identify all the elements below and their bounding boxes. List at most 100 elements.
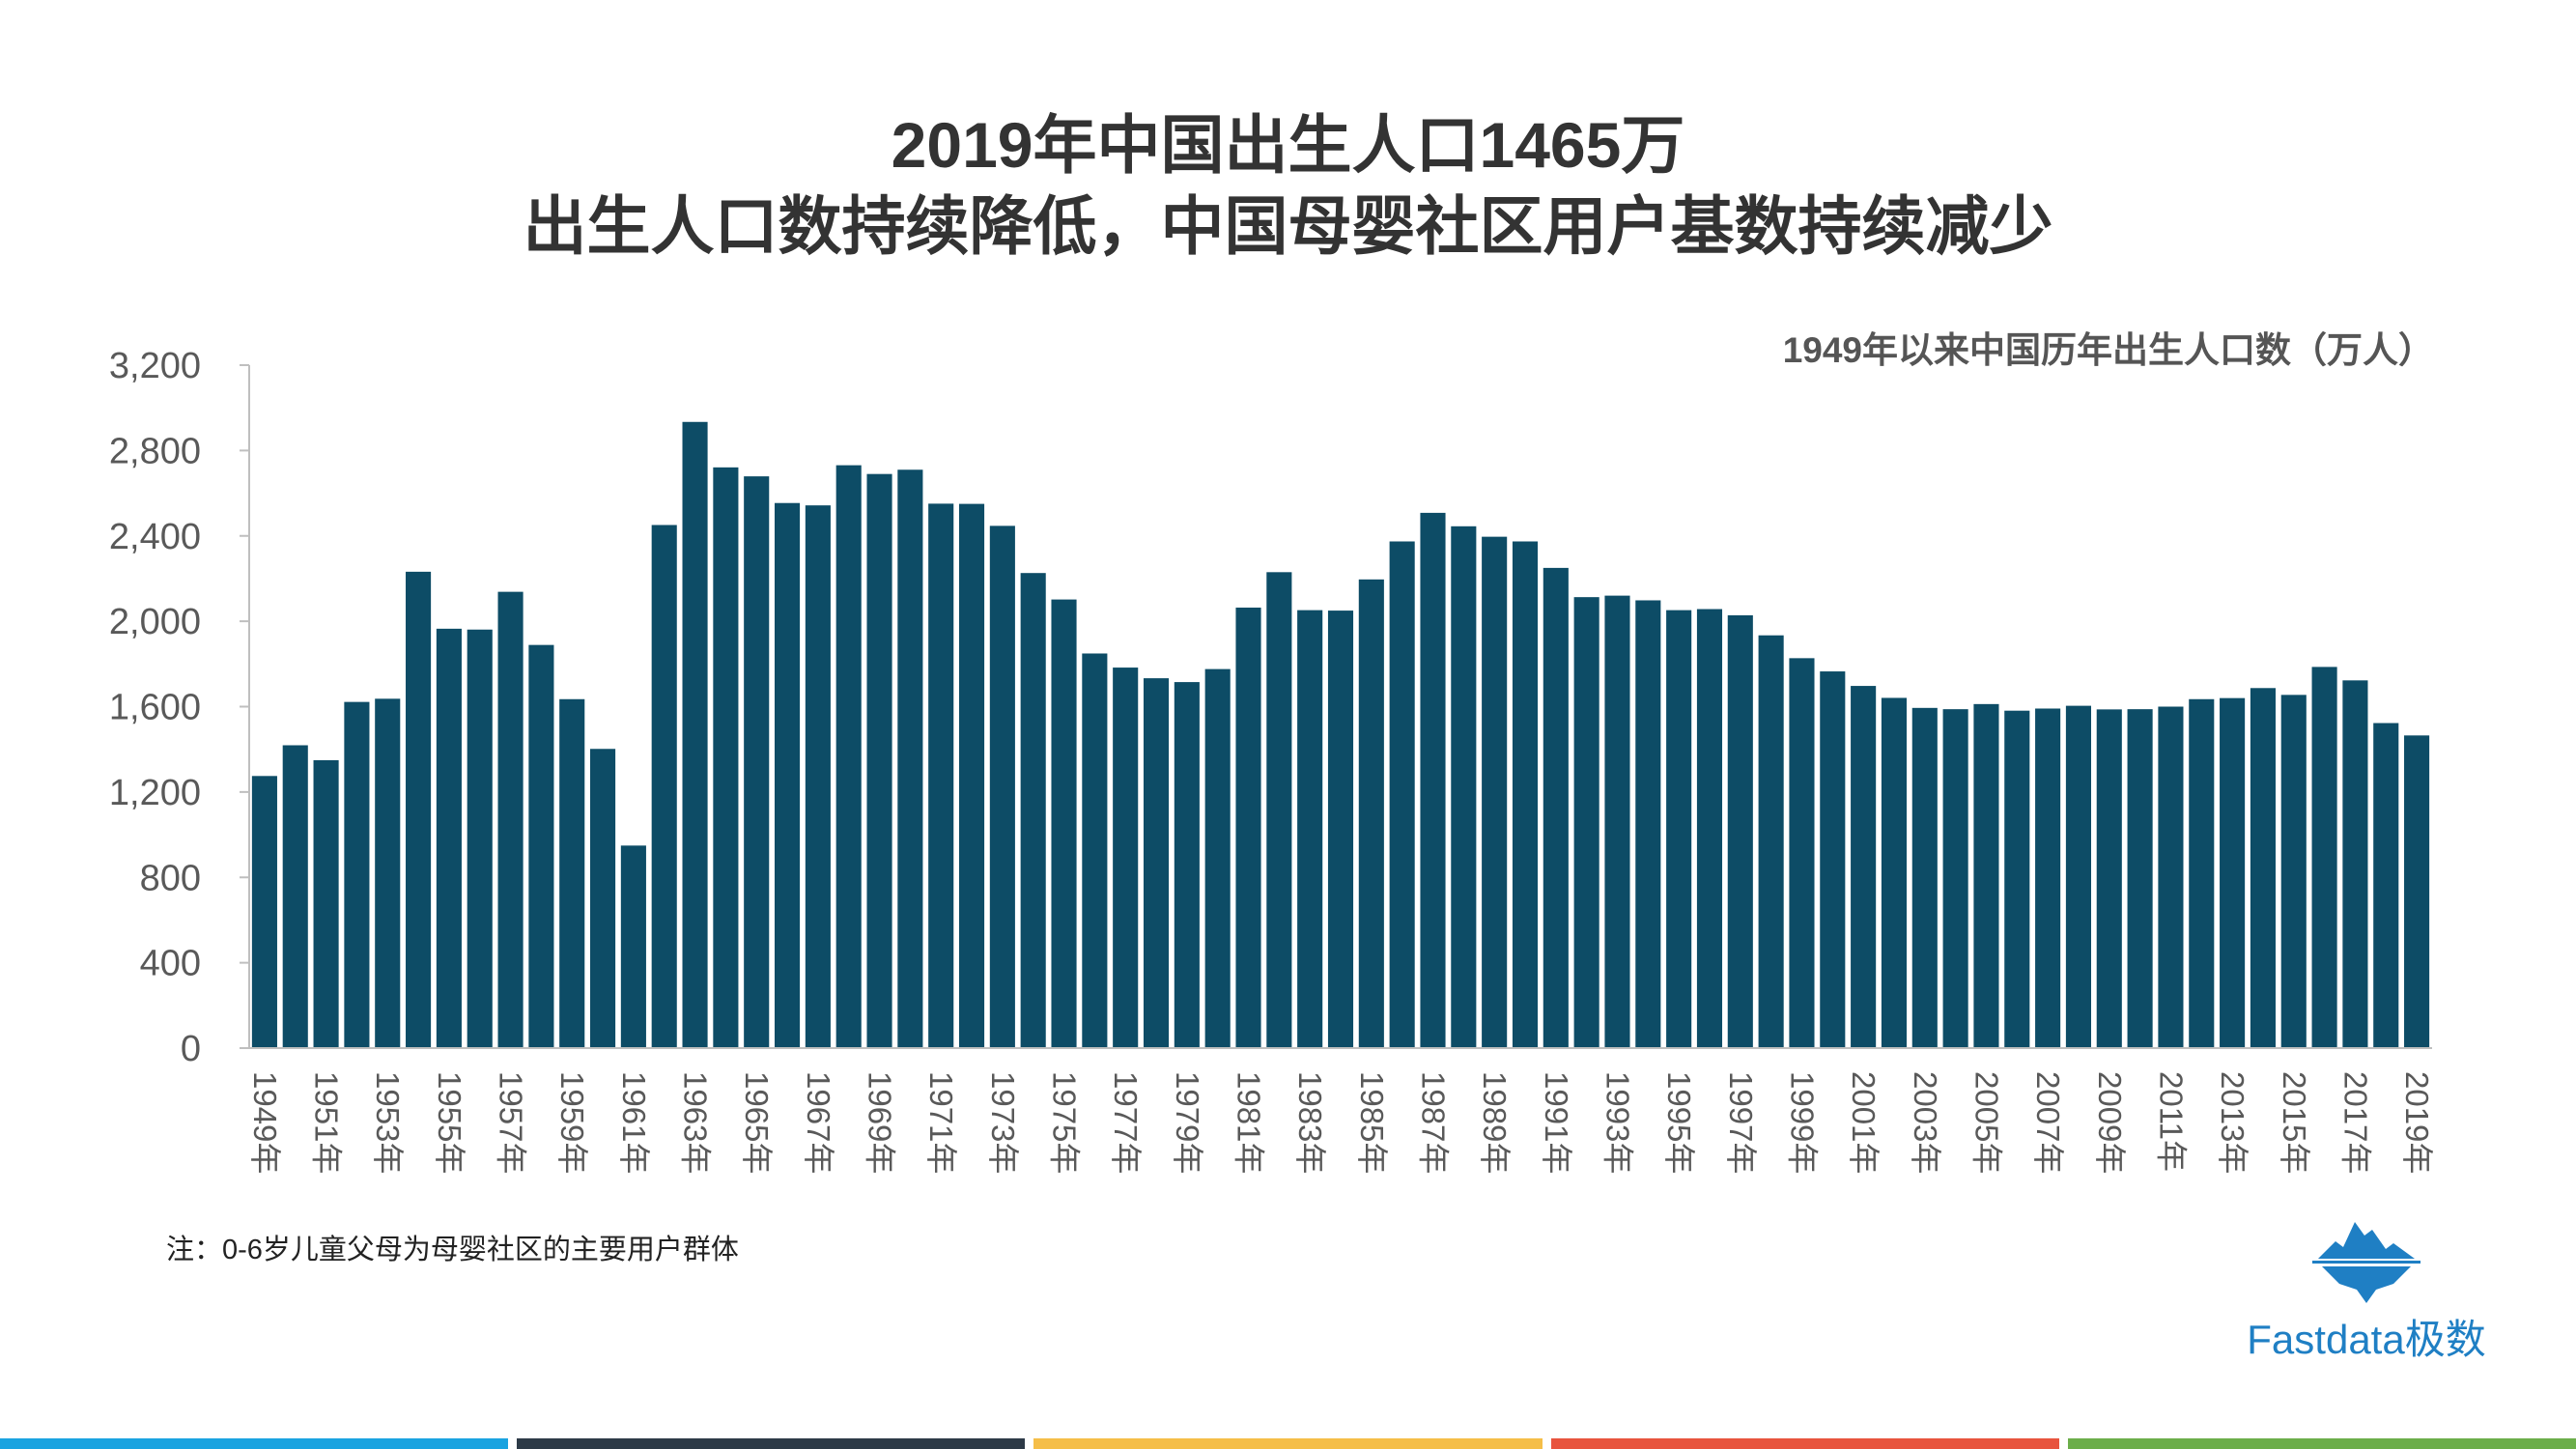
bar xyxy=(1911,707,1938,1048)
y-tick-label: 2,400 xyxy=(109,517,201,557)
bar xyxy=(1666,610,1692,1048)
bar xyxy=(436,628,462,1048)
bar xyxy=(866,473,892,1049)
bar xyxy=(2220,697,2246,1048)
x-tick-label: 1997年 xyxy=(1723,1071,1759,1174)
x-tick-label: 2007年 xyxy=(2030,1071,2066,1174)
bar xyxy=(835,465,862,1048)
bar xyxy=(2158,706,2184,1048)
bar xyxy=(620,845,646,1048)
fastdata-logo: Fastdata极数 xyxy=(2222,1203,2511,1367)
bar xyxy=(559,698,585,1048)
x-tick-label: 1967年 xyxy=(801,1071,836,1174)
bar xyxy=(1020,573,1046,1048)
x-tick-label: 1957年 xyxy=(494,1071,529,1174)
bar xyxy=(2373,723,2399,1048)
chart-title: 1949年以来中国历年出生人口数（万人） xyxy=(1782,330,2434,370)
x-tick-label: 1955年 xyxy=(432,1071,467,1174)
bar xyxy=(1235,607,1261,1048)
bar xyxy=(774,502,801,1048)
iceberg-logo-icon xyxy=(2312,1222,2420,1303)
x-tick-label: 1979年 xyxy=(1170,1071,1205,1174)
y-tick-label: 400 xyxy=(140,944,201,984)
birth-population-bar-chart: 0 400 800 1,200 1,600 2,000 2,400 2,800 3,200 194… xyxy=(109,346,2435,1174)
title-line-2: 出生人口数持续降低，中国母婴社区用户基数持续减少 xyxy=(523,190,2053,262)
bar xyxy=(1358,579,1384,1048)
bar xyxy=(2280,695,2307,1048)
bar xyxy=(2127,709,2153,1048)
bar xyxy=(344,701,370,1048)
bar xyxy=(713,467,739,1048)
x-tick-label: 2001年 xyxy=(1846,1071,1882,1174)
bar xyxy=(1082,653,1108,1048)
x-tick-label: 2003年 xyxy=(1908,1071,1943,1174)
bar xyxy=(1851,686,1877,1048)
x-tick-label: 2013年 xyxy=(2215,1071,2250,1174)
x-tick-label: 1961年 xyxy=(616,1071,652,1174)
x-tick-label: 1973年 xyxy=(985,1071,1021,1174)
bar xyxy=(1543,567,1569,1048)
y-tick-label: 2,800 xyxy=(109,431,201,471)
x-tick-label: 1981年 xyxy=(1231,1071,1267,1174)
bar xyxy=(1143,678,1170,1048)
bar xyxy=(651,525,677,1048)
bar xyxy=(1266,572,1292,1048)
bar xyxy=(1973,703,1999,1048)
bar xyxy=(590,749,616,1048)
x-tick-label: 2011年 xyxy=(2153,1071,2189,1172)
bar xyxy=(1327,611,1354,1048)
bar xyxy=(928,503,954,1048)
slide-title: 2019年中国出生人口1465万 出生人口数持续降低，中国母婴社区用户基数持续减… xyxy=(0,104,2576,267)
bar xyxy=(1420,512,1446,1048)
x-tick-label: 1983年 xyxy=(1292,1071,1328,1174)
bar xyxy=(2250,688,2276,1048)
bar xyxy=(897,469,923,1048)
x-tick-label: 2019年 xyxy=(2399,1071,2435,1174)
bar xyxy=(2065,705,2091,1048)
bar xyxy=(1389,541,1415,1048)
bar xyxy=(2404,735,2430,1048)
x-tick-label: 2017年 xyxy=(2337,1071,2373,1174)
x-tick-label: 1965年 xyxy=(739,1071,775,1174)
bar xyxy=(1113,668,1139,1048)
bar xyxy=(2342,680,2368,1048)
x-tick-label: 1969年 xyxy=(863,1071,898,1174)
x-tick-label: 1985年 xyxy=(1354,1071,1390,1174)
bar xyxy=(282,745,308,1048)
y-tick-label: 800 xyxy=(140,858,201,898)
bar xyxy=(1573,597,1599,1048)
bar xyxy=(805,505,831,1048)
y-tick-label: 2,000 xyxy=(109,602,201,642)
footer-color-segment xyxy=(1550,1438,2059,1449)
footer-color-bar xyxy=(0,1438,2576,1449)
bar xyxy=(1604,595,1630,1048)
x-tick-label: 1959年 xyxy=(554,1071,590,1174)
x-tick-label: 1977年 xyxy=(1108,1071,1144,1174)
bar xyxy=(1051,599,1077,1048)
bar xyxy=(682,421,708,1048)
bar xyxy=(1204,668,1231,1048)
bar xyxy=(1758,635,1784,1048)
bar xyxy=(406,571,432,1048)
x-tick-label: 1993年 xyxy=(1599,1071,1635,1174)
bar xyxy=(1174,682,1200,1048)
bar xyxy=(1727,614,1753,1048)
x-tick-label: 2015年 xyxy=(2277,1071,2312,1174)
x-tick-label: 1999年 xyxy=(1784,1071,1820,1174)
bar xyxy=(958,503,985,1048)
bar xyxy=(467,629,493,1048)
bar xyxy=(497,591,524,1048)
bar xyxy=(1635,600,1661,1048)
y-tick-label: 1,600 xyxy=(109,688,201,728)
bar xyxy=(2189,698,2215,1048)
x-tick-label: 1975年 xyxy=(1047,1071,1083,1174)
y-tick-label: 3,200 xyxy=(109,346,201,386)
x-tick-label: 1953年 xyxy=(370,1071,406,1174)
bar xyxy=(1482,536,1508,1048)
x-tick-label: 1963年 xyxy=(678,1071,714,1174)
bar xyxy=(1451,526,1477,1048)
x-tick-label: 1995年 xyxy=(1661,1071,1697,1174)
footer-color-segment xyxy=(1033,1438,1543,1449)
footer-color-segment xyxy=(2067,1438,2576,1449)
bar xyxy=(989,526,1015,1048)
